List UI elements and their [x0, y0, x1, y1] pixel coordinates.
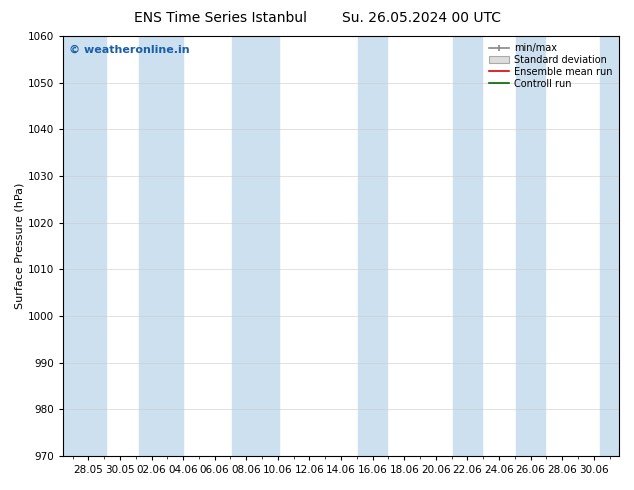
Bar	[532, 36, 545, 456]
Text: ENS Time Series Istanbul        Su. 26.05.2024 00 UTC: ENS Time Series Istanbul Su. 26.05.2024 …	[134, 11, 500, 25]
Text: © weatheronline.in: © weatheronline.in	[68, 45, 189, 54]
Bar	[516, 36, 532, 456]
Bar	[261, 36, 280, 456]
Bar	[232, 36, 261, 456]
Bar	[63, 36, 106, 456]
Bar	[169, 36, 183, 456]
Bar	[453, 36, 482, 456]
Legend: min/max, Standard deviation, Ensemble mean run, Controll run: min/max, Standard deviation, Ensemble me…	[486, 39, 616, 93]
Bar	[600, 36, 619, 456]
Bar	[358, 36, 387, 456]
Y-axis label: Surface Pressure (hPa): Surface Pressure (hPa)	[15, 183, 25, 309]
Bar	[139, 36, 169, 456]
